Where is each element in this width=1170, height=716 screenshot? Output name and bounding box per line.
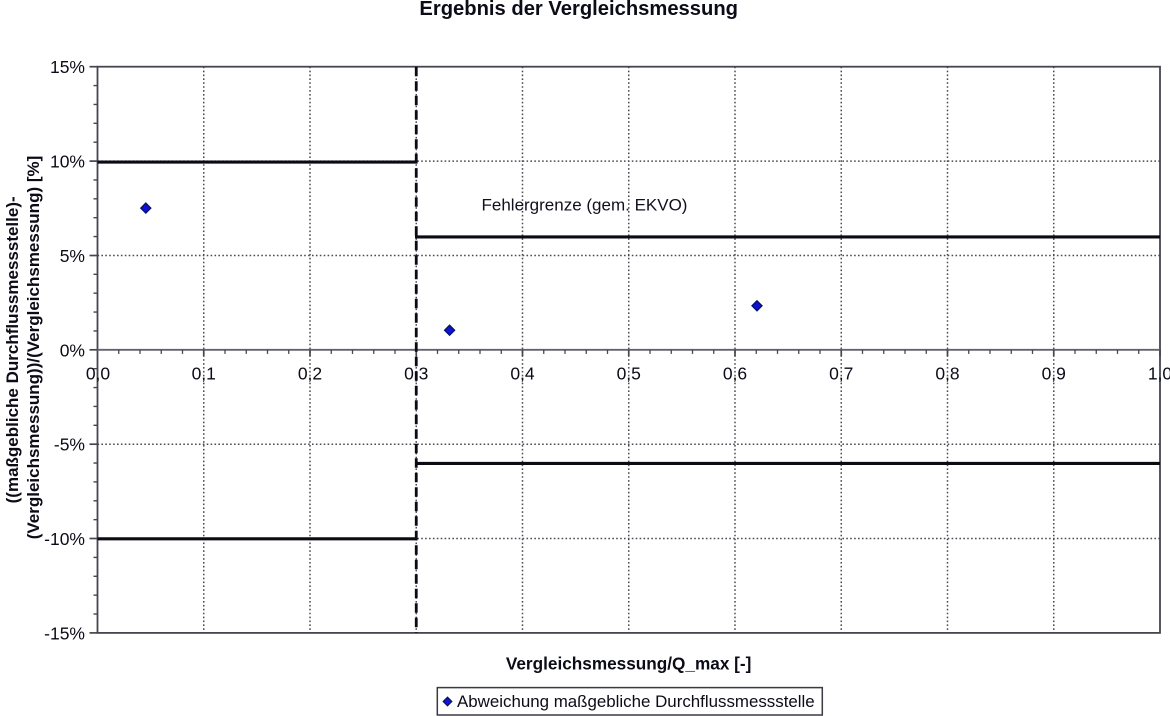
svg-text:0,0: 0,0 (86, 364, 111, 384)
svg-text:Abweichung maßgebliche Durchfl: Abweichung maßgebliche Durchflussmessste… (457, 692, 815, 711)
svg-text:-15%: -15% (44, 623, 85, 643)
svg-text:0,1: 0,1 (192, 364, 216, 384)
svg-text:-10%: -10% (44, 529, 85, 549)
svg-text:Fehlergrenze (gem. EKVO): Fehlergrenze (gem. EKVO) (482, 196, 688, 215)
svg-text:0,8: 0,8 (935, 364, 959, 384)
svg-text:Ergebnis der Vergleichsmessung: Ergebnis der Vergleichsmessung (419, 0, 738, 20)
svg-text:10%: 10% (50, 152, 85, 172)
svg-text:5%: 5% (60, 246, 85, 266)
svg-text:Vergleichsmessung/Q_max [-]: Vergleichsmessung/Q_max [-] (506, 654, 752, 674)
svg-text:0%: 0% (60, 340, 85, 360)
svg-text:-5%: -5% (54, 435, 85, 455)
svg-text:0,7: 0,7 (829, 364, 853, 384)
svg-text:((maßgebliche Durchflussmessst: ((maßgebliche Durchflussmessstelle)- (Ve… (3, 156, 43, 540)
svg-text:1,0: 1,0 (1148, 364, 1170, 384)
svg-text:0,5: 0,5 (617, 364, 641, 384)
svg-text:0,6: 0,6 (723, 364, 747, 384)
svg-text:0,9: 0,9 (1042, 364, 1066, 384)
svg-text:0,4: 0,4 (510, 364, 535, 384)
svg-text:0,2: 0,2 (298, 364, 322, 384)
svg-text:15%: 15% (50, 57, 85, 77)
